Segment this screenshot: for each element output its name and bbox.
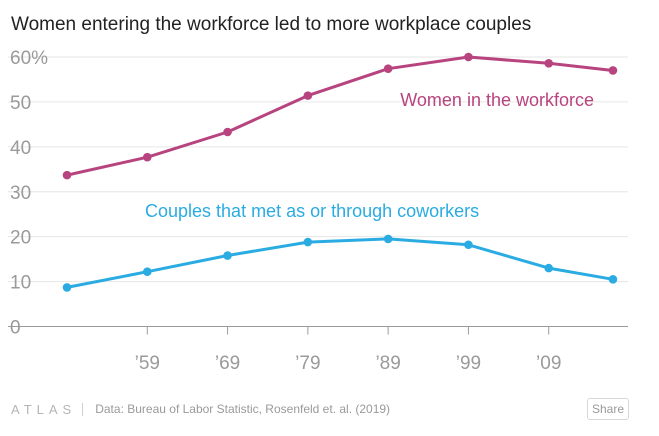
y-tick-label: 50 [10, 93, 31, 114]
data-point[interactable] [62, 283, 72, 292]
x-tick-label: ’59 [135, 353, 160, 374]
x-axis-tick-labels: ’59 ’69 ’79 ’89 ’99 ’09 [135, 353, 562, 374]
data-point[interactable] [608, 275, 618, 284]
x-tick-label: ’89 [375, 353, 400, 374]
data-point[interactable] [142, 267, 152, 277]
y-tick-label: 60% [10, 48, 48, 69]
x-tick-label: ’09 [536, 353, 561, 374]
data-point[interactable] [62, 170, 72, 180]
data-point[interactable] [383, 234, 393, 244]
series-line-0 [65, 55, 615, 177]
gridlines [8, 56, 628, 283]
x-axis-ticks [146, 326, 550, 335]
series-label-couples-met-at-work: Couples that met as or through coworkers [145, 201, 479, 221]
atlas-logo[interactable]: ATLAS [11, 401, 77, 417]
x-tick-label: ’79 [295, 353, 320, 374]
data-point[interactable] [464, 240, 473, 250]
y-tick-label: 0 [10, 318, 21, 339]
footer: ATLAS Data: Bureau of Labor Statistic, R… [11, 399, 390, 419]
data-point[interactable] [544, 58, 554, 68]
data-point[interactable] [464, 52, 473, 62]
y-tick-label: 40 [10, 138, 31, 159]
x-tick-label: ’69 [215, 353, 240, 374]
data-point[interactable] [223, 251, 232, 260]
data-point[interactable] [142, 152, 152, 162]
y-axis-tick-labels: 0 10 20 30 40 50 60% [10, 48, 48, 339]
data-point[interactable] [303, 91, 313, 100]
line-chart: 0 10 20 30 40 50 60% ’59 ’69 ’79 ’89 ’99 ’09 Women … [8, 48, 628, 374]
data-point[interactable] [383, 64, 393, 73]
y-tick-label: 20 [10, 228, 31, 249]
share-button[interactable]: Share [587, 398, 629, 420]
data-point[interactable] [544, 263, 554, 273]
x-tick-label: ’99 [456, 353, 481, 374]
chart-title: Women entering the workforce led to more… [11, 14, 532, 35]
series-line-1 [65, 237, 615, 289]
source-note: Data: Bureau of Labor Statistic, Rosenfe… [95, 402, 391, 416]
data-point[interactable] [303, 237, 313, 247]
series-label-women-in-the-workforce: Women in the workforce [400, 90, 594, 110]
y-tick-label: 10 [10, 273, 31, 294]
data-point[interactable] [608, 66, 618, 75]
data-point[interactable] [223, 127, 232, 137]
footer-divider [82, 402, 84, 416]
y-tick-label: 30 [10, 183, 31, 204]
series-layer [62, 52, 618, 292]
